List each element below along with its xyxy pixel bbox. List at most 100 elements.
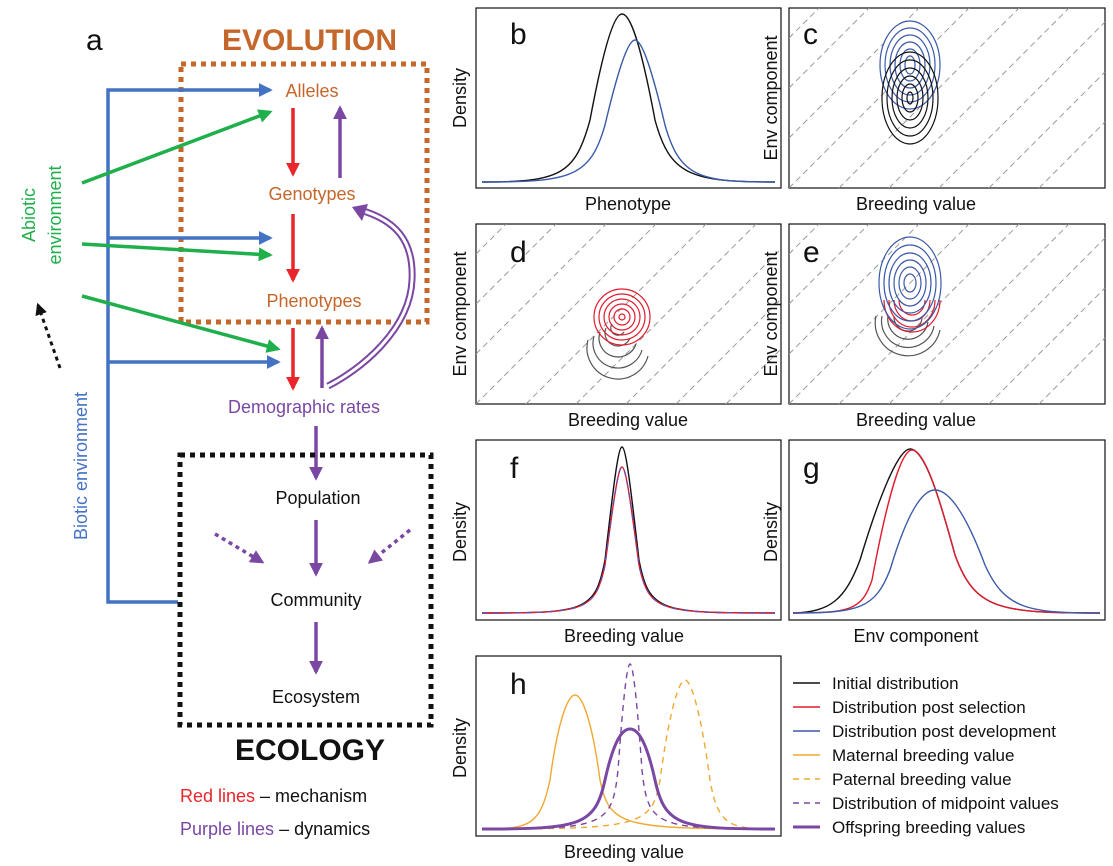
panel-e-black-contours <box>874 315 941 357</box>
d-red-contour <box>603 298 641 336</box>
curved-feedback-arrowhead <box>352 204 368 221</box>
panel-f-ylabel: Density <box>450 502 470 562</box>
panel-h-maternal-curve <box>481 694 776 830</box>
panel-d: d Breeding value Env component <box>450 223 782 430</box>
d-diag <box>625 248 781 404</box>
d-black-contour <box>592 335 643 369</box>
e-diag <box>838 224 1020 404</box>
c-black-contour <box>901 83 919 113</box>
panel-d-red-contours <box>593 288 651 346</box>
legend-item-post-selection: Distribution post selection <box>793 698 1026 717</box>
legend-label: Maternal breeding value <box>832 746 1014 765</box>
d-red-contour <box>608 303 636 331</box>
panel-b-initial-curve <box>481 13 776 183</box>
c-black-contour <box>896 75 924 121</box>
panel-c-black-contours <box>881 51 939 145</box>
d-red-contour <box>613 308 631 326</box>
legend-item-maternal: Maternal breeding value <box>793 746 1014 765</box>
panel-h-ylabel: Density <box>450 718 470 778</box>
ecology-title: ECOLOGY <box>235 734 385 767</box>
legend-item-midpoint: Distribution of midpoint values <box>793 794 1059 813</box>
panel-e: e Breeding value Env component <box>761 223 1106 430</box>
panel-c-letter: c <box>803 18 818 51</box>
panel-f: f Breeding value Density <box>450 439 782 646</box>
d-black-contour <box>586 339 649 380</box>
panel-f-letter: f <box>510 452 519 485</box>
panel-c-xlabel: Breeding value <box>856 194 976 214</box>
panel-e-letter: e <box>803 236 820 269</box>
legend-item-initial: Initial distribution <box>793 674 959 693</box>
legend-item-offspring: Offspring breeding values <box>793 818 1025 837</box>
d-diag <box>675 298 781 404</box>
d-diag <box>476 224 657 404</box>
d-diag <box>476 224 607 355</box>
panel-c-ylabel: Env component <box>761 35 781 160</box>
legend-label: Paternal breeding value <box>832 770 1012 789</box>
d-diag <box>725 348 781 404</box>
c-diag <box>938 21 1105 188</box>
abiotic-arrow-to-phenotypes <box>81 294 281 353</box>
e-diag <box>938 237 1105 404</box>
node-alleles: Alleles <box>285 81 338 101</box>
node-phenotypes: Phenotypes <box>266 291 361 311</box>
d-black-contour <box>598 331 637 358</box>
legend-item-post-development: Distribution post development <box>793 722 1056 741</box>
e-blue-contour <box>893 259 927 307</box>
c-diag <box>838 8 1020 188</box>
panel-g-post-development-curve <box>792 489 1101 614</box>
e-red-contour <box>888 299 936 328</box>
node-population: Population <box>275 488 360 508</box>
panel-g-xlabel: Env component <box>853 626 978 646</box>
d-diag <box>525 224 707 404</box>
d-black-contour <box>604 327 631 347</box>
node-community: Community <box>270 590 361 610</box>
evolution-title: EVOLUTION <box>222 24 397 57</box>
node-ecosystem: Ecosystem <box>272 687 360 707</box>
c-blue-contour <box>899 48 921 82</box>
panel-d-ylabel: Env component <box>450 251 470 376</box>
panel-c-blue-contours <box>879 20 941 110</box>
biotic-label: Biotic environment <box>71 392 91 540</box>
panel-b-letter: b <box>510 18 527 51</box>
c-diag <box>789 8 870 89</box>
e-blue-contour <box>888 252 932 314</box>
panel-b-post-development-curve <box>481 39 776 183</box>
abiotic-label-line2: environment <box>45 165 65 264</box>
panel-h-xlabel: Breeding value <box>564 842 684 862</box>
abiotic-arrow-to-alleles <box>81 109 273 185</box>
c-black-contour <box>891 67 929 129</box>
c-black-contour <box>881 51 939 145</box>
legend-label: Distribution post development <box>832 722 1056 741</box>
panel-f-initial-curve <box>481 446 776 614</box>
d-diag <box>476 224 507 255</box>
c-diag <box>1038 121 1105 188</box>
d-diag <box>575 224 757 404</box>
node-genotypes: Genotypes <box>268 184 355 204</box>
e-diag <box>888 224 1070 404</box>
c-blue-contour <box>904 55 916 75</box>
key-purple-lines: Purple lines – dynamics <box>180 819 370 839</box>
c-diag <box>789 8 820 39</box>
e-diag <box>789 224 920 355</box>
d-red-contour <box>593 288 651 346</box>
e-diag <box>789 224 870 305</box>
panel-c-frame <box>788 7 1106 189</box>
legend-label: Offspring breeding values <box>832 818 1025 837</box>
key-red-rest: – mechanism <box>255 786 367 806</box>
key-red-lead: Red lines <box>180 786 255 806</box>
e-blue-contour <box>903 273 917 293</box>
legend-label: Initial distribution <box>832 674 959 693</box>
panel-g-frame <box>788 439 1106 621</box>
c-blue-contour <box>879 20 941 110</box>
curved-feedback-inner <box>327 208 414 388</box>
c-diag <box>988 71 1105 188</box>
panel-g: g Env component Density <box>761 439 1106 646</box>
panel-h-frame <box>475 655 782 837</box>
panel-b-xlabel: Phenotype <box>585 194 671 214</box>
panel-c: c Breeding value Env component <box>761 7 1106 214</box>
panel-e-xlabel: Breeding value <box>856 410 976 430</box>
e-black-contour <box>880 315 935 349</box>
legend-label: Distribution of midpoint values <box>832 794 1059 813</box>
abiotic-label-line1: Abiotic <box>19 188 39 242</box>
